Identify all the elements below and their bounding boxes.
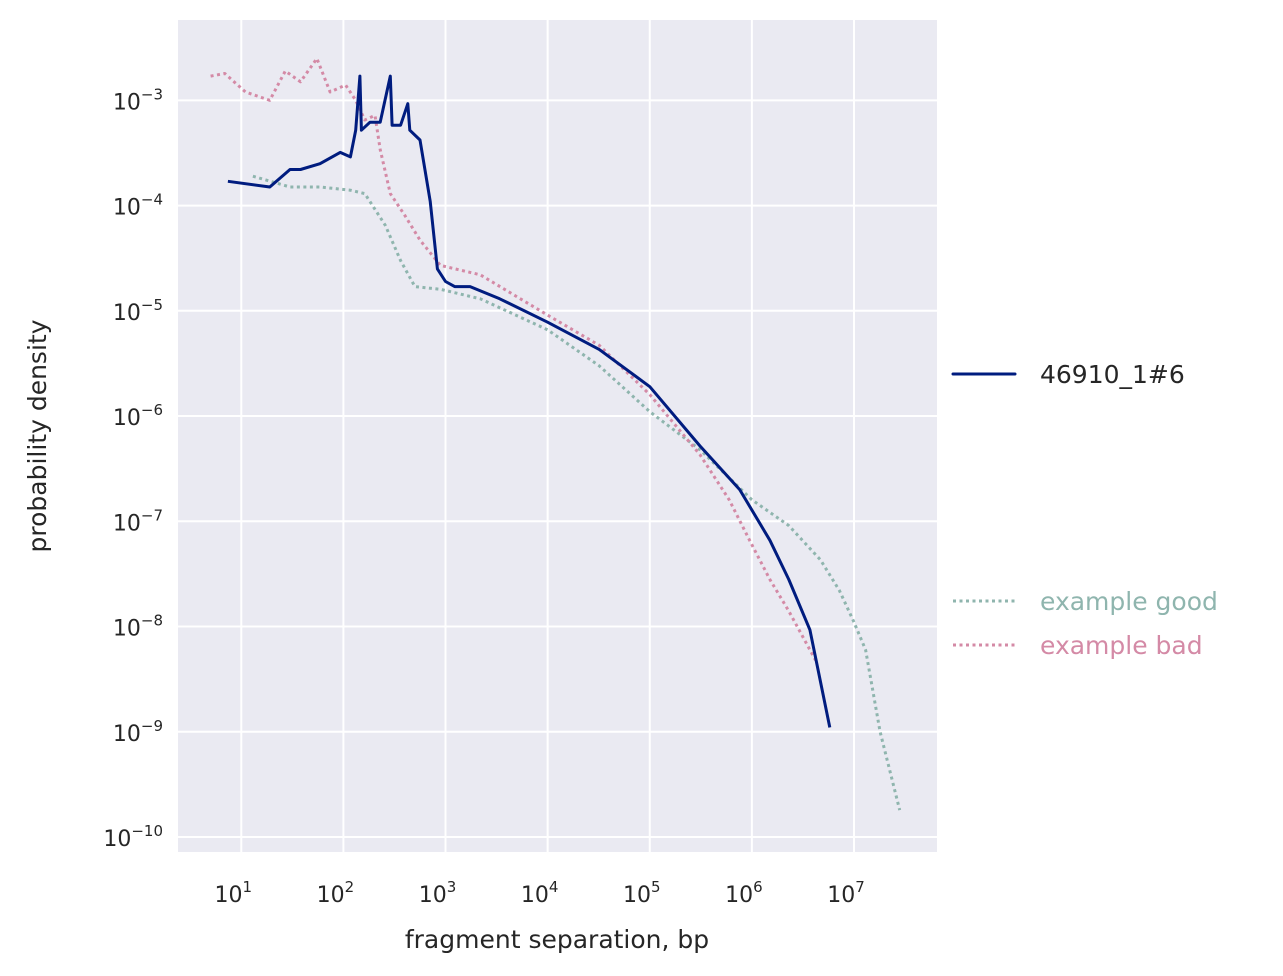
legend-label-good: example good bbox=[1040, 587, 1218, 616]
tick-base: 10 bbox=[827, 883, 855, 908]
y-tick-label: 10−7 bbox=[113, 506, 163, 536]
x-tick-label: 102 bbox=[317, 878, 355, 908]
grid bbox=[178, 20, 937, 852]
tick-base: 10 bbox=[419, 883, 447, 908]
tick-exponent: −9 bbox=[141, 717, 163, 735]
tick-exponent: 3 bbox=[447, 878, 457, 896]
tick-base: 10 bbox=[623, 883, 651, 908]
tick-base: 10 bbox=[113, 90, 141, 115]
tick-base: 10 bbox=[215, 883, 243, 908]
tick-exponent: −8 bbox=[141, 612, 163, 630]
x-axis-label: fragment separation, bp bbox=[405, 925, 709, 954]
y-tick-label: 10−10 bbox=[103, 822, 163, 852]
tick-base: 10 bbox=[725, 883, 753, 908]
legend-label-bad: example bad bbox=[1040, 631, 1203, 660]
x-tick-label: 104 bbox=[521, 878, 559, 908]
tick-base: 10 bbox=[113, 406, 141, 431]
tick-base: 10 bbox=[113, 301, 141, 326]
tick-exponent: 4 bbox=[549, 878, 559, 896]
x-tick-label: 103 bbox=[419, 878, 457, 908]
x-tick-labels: 101 102 103 104 105 106 107 bbox=[215, 878, 865, 908]
plot-area bbox=[178, 20, 937, 852]
x-tick-label: 107 bbox=[827, 878, 865, 908]
tick-exponent: 6 bbox=[753, 878, 763, 896]
tick-exponent: 1 bbox=[243, 878, 253, 896]
series-lines bbox=[210, 57, 902, 811]
tick-base: 10 bbox=[113, 196, 141, 221]
y-tick-label: 10−4 bbox=[113, 191, 163, 221]
tick-exponent: 7 bbox=[855, 878, 865, 896]
y-tick-labels: 10−310−410−510−610−710−810−910−10 bbox=[103, 85, 163, 852]
tick-base: 10 bbox=[113, 511, 141, 536]
tick-base: 10 bbox=[317, 883, 345, 908]
tick-exponent: −5 bbox=[141, 296, 163, 314]
tick-exponent: −4 bbox=[141, 191, 163, 209]
tick-base: 10 bbox=[521, 883, 549, 908]
series-line-46910-1-6 bbox=[227, 74, 832, 728]
tick-exponent: 5 bbox=[651, 878, 661, 896]
legend: 46910_1#6 example good example bad bbox=[951, 360, 1218, 660]
y-axis-label: probability density bbox=[23, 319, 52, 552]
y-tick-label: 10−3 bbox=[113, 85, 163, 115]
tick-base: 10 bbox=[113, 722, 141, 747]
tick-base: 10 bbox=[113, 617, 141, 642]
series-line-example-good bbox=[252, 174, 902, 811]
tick-exponent: −6 bbox=[141, 401, 163, 419]
legend-label-sample: 46910_1#6 bbox=[1040, 360, 1185, 389]
tick-exponent: −10 bbox=[131, 822, 163, 840]
y-tick-label: 10−6 bbox=[113, 401, 163, 431]
x-tick-label: 106 bbox=[725, 878, 763, 908]
series-line-example-bad bbox=[210, 57, 817, 661]
x-tick-label: 105 bbox=[623, 878, 661, 908]
tick-exponent: −7 bbox=[141, 506, 163, 524]
y-tick-label: 10−5 bbox=[113, 296, 163, 326]
x-tick-label: 101 bbox=[215, 878, 253, 908]
y-tick-label: 10−9 bbox=[113, 717, 163, 747]
tick-base: 10 bbox=[103, 827, 131, 852]
y-tick-label: 10−8 bbox=[113, 612, 163, 642]
tick-exponent: −3 bbox=[141, 85, 163, 103]
tick-exponent: 2 bbox=[345, 878, 355, 896]
